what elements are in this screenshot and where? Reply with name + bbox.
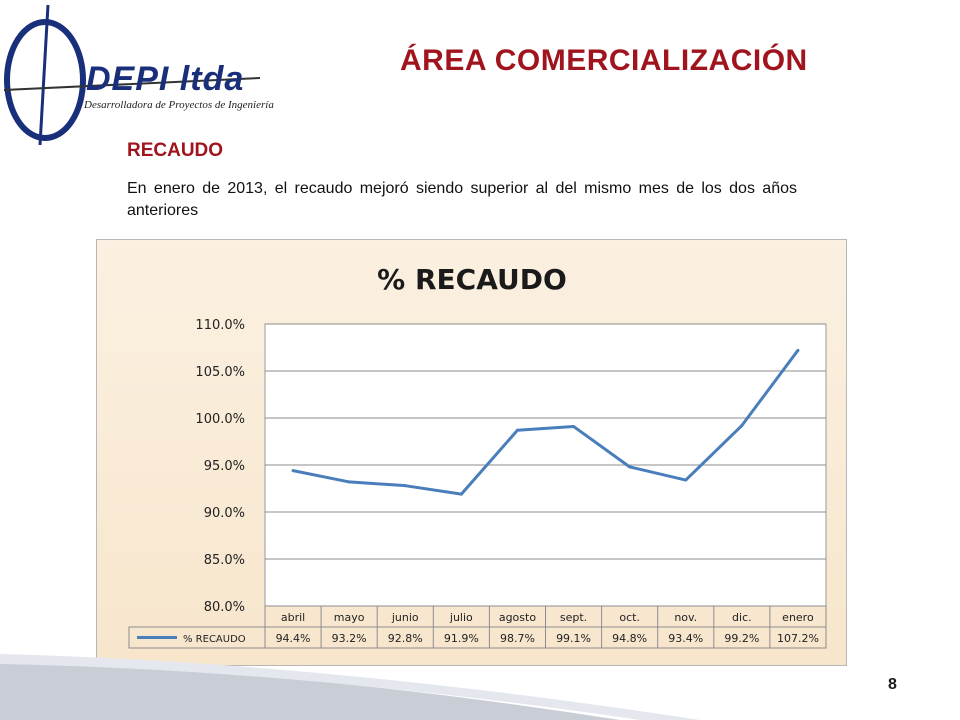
y-tick-label: 90.0% [204, 506, 245, 521]
page-number: 8 [888, 676, 897, 693]
data-point [515, 428, 519, 432]
y-tick-label: 85.0% [204, 553, 245, 568]
series-line [292, 349, 800, 496]
x-tick-label: abril [281, 611, 305, 624]
body-paragraph: En enero de 2013, el recaudo mejoró sien… [127, 180, 797, 219]
data-point [628, 465, 632, 469]
x-tick-label: agosto [499, 611, 536, 624]
x-tick-label: oct. [619, 611, 640, 624]
chart-title: % RECAUDO [377, 263, 567, 296]
data-label: 93.2% [332, 632, 367, 645]
data-label: 98.7% [500, 632, 535, 645]
y-tick-label: 95.0% [204, 459, 245, 474]
chart-area: % RECAUDO 80.0% 85.0% 90.0% 95.0% 100.0% 105.0… [96, 239, 847, 666]
data-point [684, 478, 688, 482]
table-value-row [128, 626, 827, 649]
x-tick-label: julio [449, 611, 473, 624]
x-tick-label: enero [782, 611, 814, 624]
data-point [403, 484, 407, 488]
data-label: 91.9% [444, 632, 479, 645]
data-label: 92.8% [388, 632, 423, 645]
x-tick-label: dic. [732, 611, 752, 624]
depi-logo [3, 4, 261, 146]
data-point [796, 348, 800, 352]
data-label: 93.4% [668, 632, 703, 645]
data-point [572, 424, 576, 428]
x-tick-label: mayo [334, 611, 365, 624]
y-tick-label: 80.0% [204, 600, 245, 615]
data-label: 94.4% [276, 632, 311, 645]
data-point [740, 424, 744, 428]
logo-name: DEPI ltda [86, 60, 245, 98]
data-point [347, 480, 351, 484]
logo-tagline: Desarrolladora de Proyectos de Ingenierí… [84, 99, 274, 111]
recaudo-line-chart: % RECAUDO 80.0% 85.0% 90.0% 95.0% 100.0% 105.0… [128, 263, 827, 649]
x-tick-label: junio [391, 611, 419, 624]
y-tick-label: 110.0% [195, 318, 245, 333]
data-label: 99.1% [556, 632, 591, 645]
footer-swoosh [0, 654, 700, 720]
section-heading: RECAUDO [127, 140, 224, 161]
logo-ring-icon [4, 19, 86, 141]
x-tick-label: nov. [674, 611, 697, 624]
data-point [291, 469, 295, 473]
data-label: 107.2% [777, 632, 819, 645]
legend-label: % RECAUDO [183, 634, 246, 645]
x-tick-label: sept. [560, 611, 587, 624]
y-tick-label: 105.0% [195, 365, 245, 380]
y-tick-label: 100.0% [195, 412, 245, 427]
data-label: 99.2% [724, 632, 759, 645]
data-label: 94.8% [612, 632, 647, 645]
slide-title: ÁREA COMERCIALIZACIÓN [400, 44, 808, 77]
data-point [459, 492, 463, 496]
